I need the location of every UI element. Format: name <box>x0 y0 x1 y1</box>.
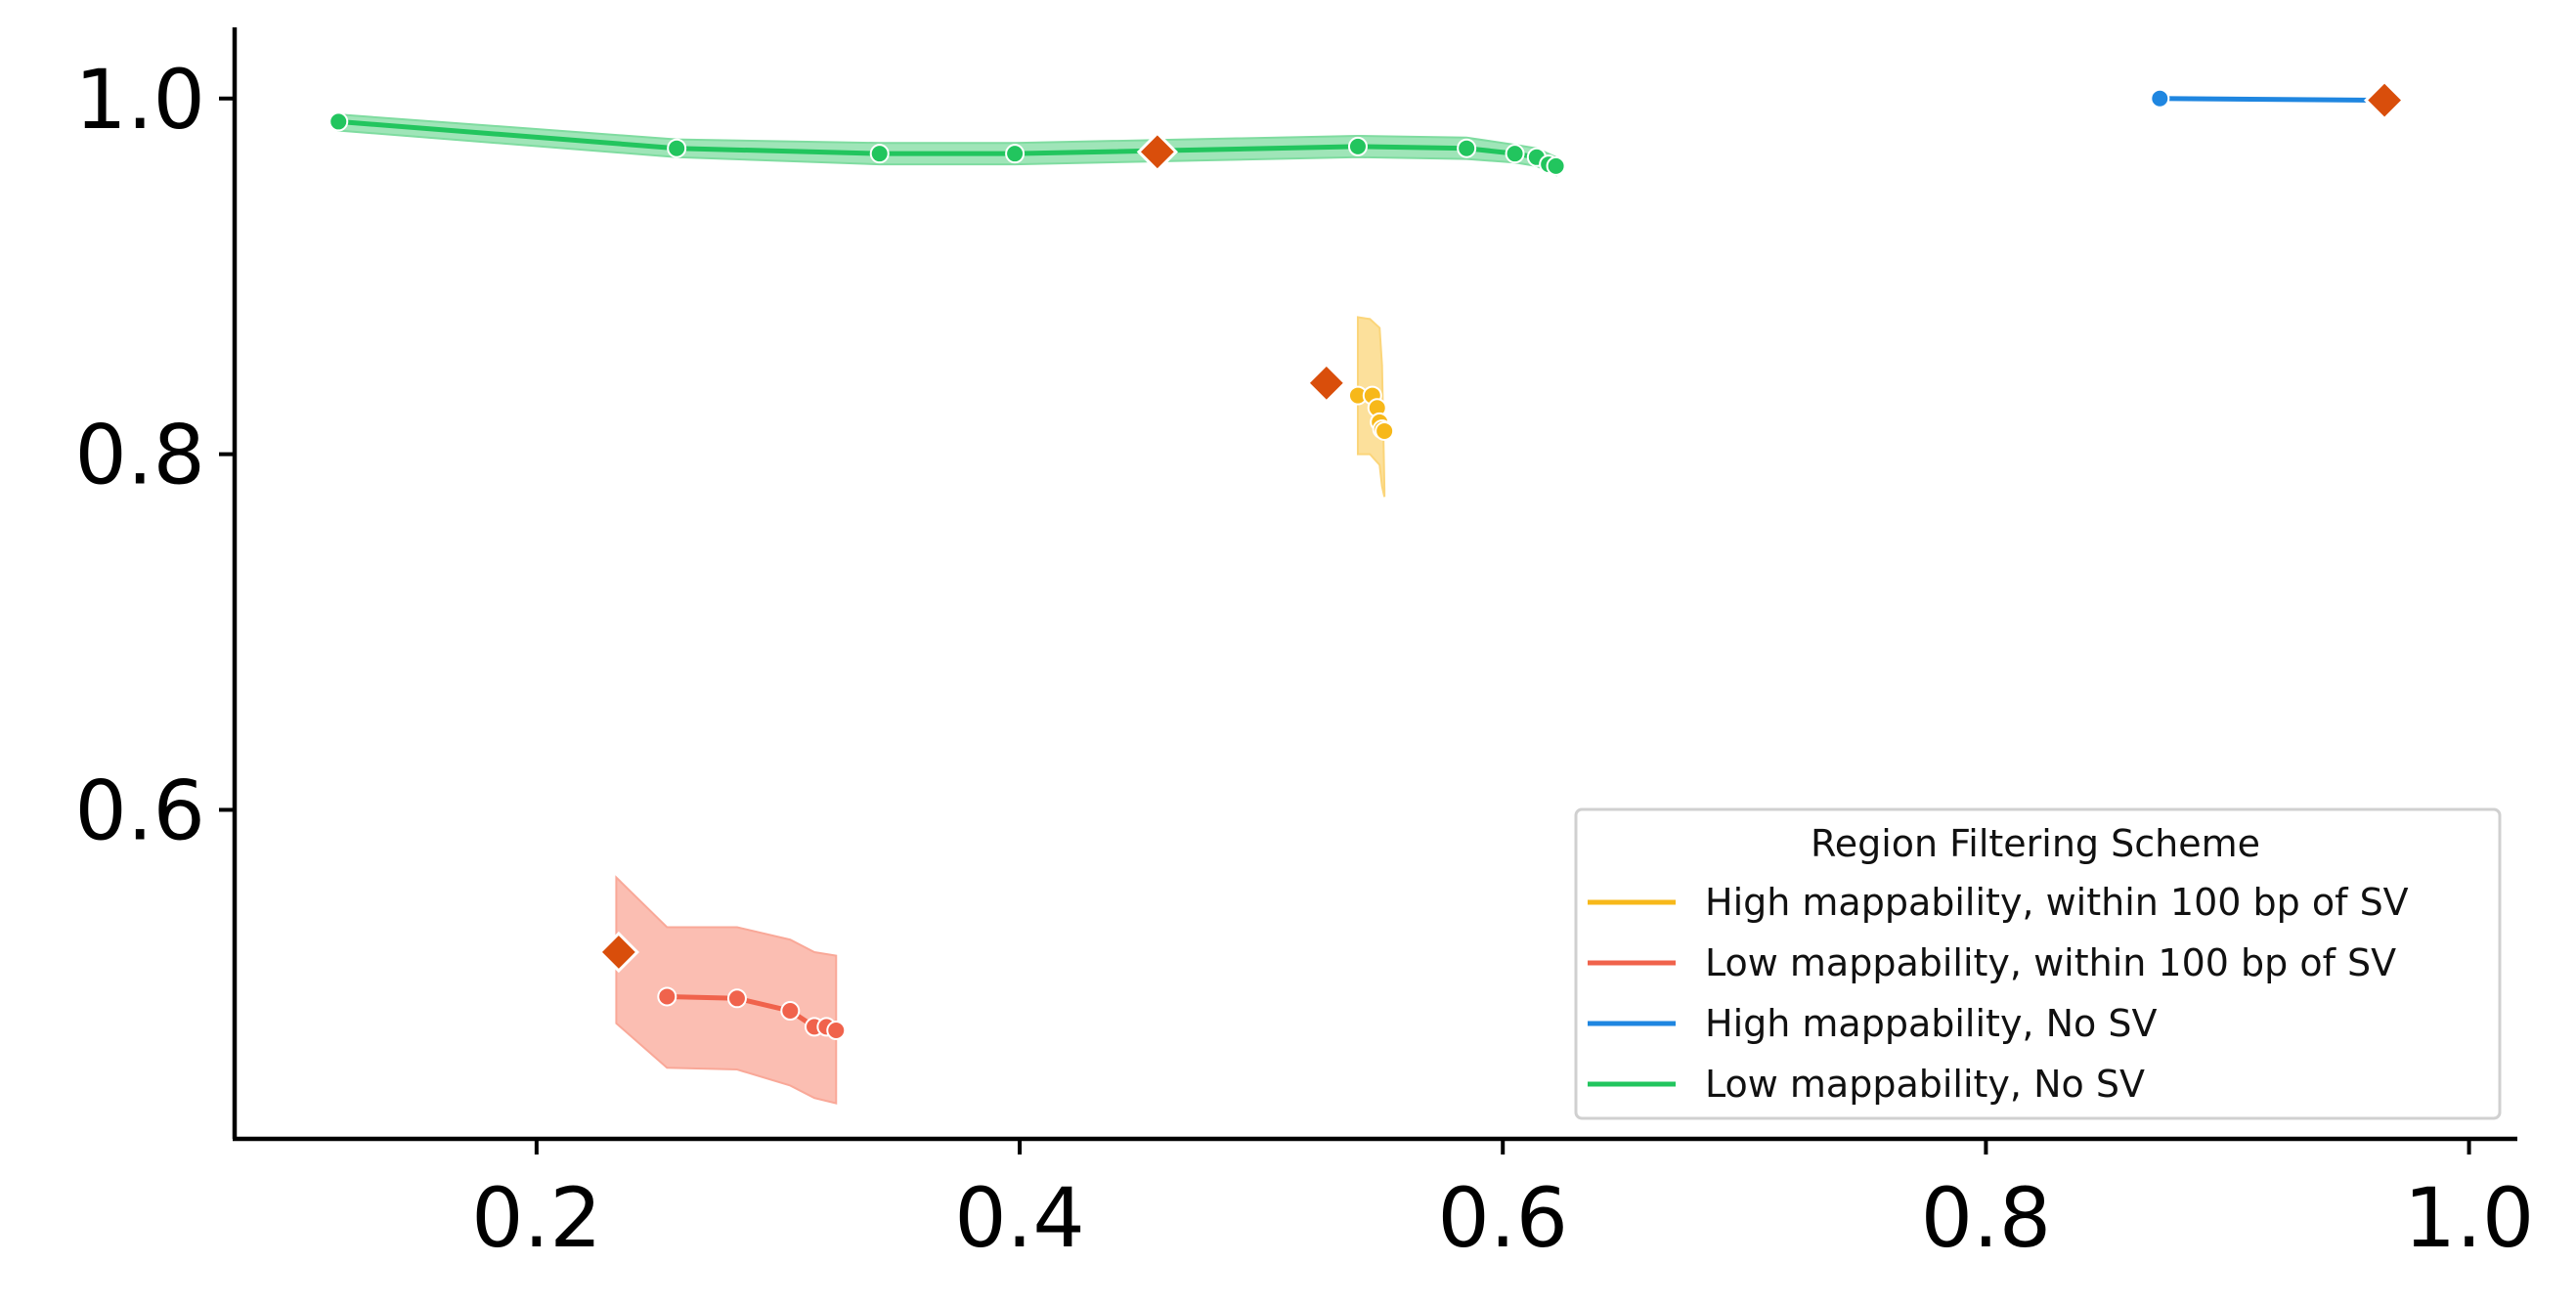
point-low-mappability-no-sv-2 <box>869 144 890 164</box>
highlight-marker-high-mappability-no-sv <box>2363 79 2406 121</box>
point-low-mappability-within-100-bp-of-sv-1 <box>726 988 747 1009</box>
point-low-mappability-no-sv-4 <box>1347 136 1368 156</box>
highlight-marker-low-mappability-no-sv <box>1136 131 1179 173</box>
legend: Region Filtering Scheme High mappability,… <box>1574 807 2502 1120</box>
point-high-mappability-no-sv-0 <box>2150 88 2170 109</box>
point-low-mappability-no-sv-5 <box>1457 138 1477 158</box>
legend-title: Region Filtering Scheme <box>1811 822 2260 865</box>
y-tick-label: 1.0 <box>74 52 205 148</box>
band-low-mappability-within-100-bp-of-sv <box>615 875 838 1105</box>
point-low-mappability-within-100-bp-of-sv-2 <box>780 1001 801 1022</box>
point-low-mappability-within-100-bp-of-sv-5 <box>826 1021 847 1041</box>
point-high-mappability-within-100-bp-of-sv-5 <box>1375 420 1395 441</box>
point-low-mappability-within-100-bp-of-sv-0 <box>657 986 677 1007</box>
y-tick-label: 0.6 <box>74 762 205 858</box>
confidence-bands <box>337 113 1557 1105</box>
x-tick-label: 0.8 <box>1921 1170 2052 1266</box>
point-low-mappability-no-sv-9 <box>1546 155 1566 176</box>
series-points <box>328 88 2395 1041</box>
axes: 0.2 0.4 0.6 0.8 1.0 0.6 0.8 1.0 <box>74 27 2534 1266</box>
y-tick-label: 0.8 <box>74 408 205 503</box>
point-low-mappability-no-sv-0 <box>328 111 349 132</box>
x-tick-label: 1.0 <box>2404 1170 2535 1266</box>
point-low-mappability-no-sv-1 <box>667 138 687 158</box>
highlight-marker-high-mappability-within-100-bp-of-sv <box>1305 362 1347 404</box>
legend-label: High mappability, No SV <box>1705 1002 2157 1045</box>
highlight-marker-low-mappability-within-100-bp-of-sv <box>597 931 639 974</box>
x-tick-label: 0.2 <box>471 1170 602 1266</box>
highlight-markers <box>597 79 2406 974</box>
legend-label: Low mappability, within 100 bp of SV <box>1705 941 2396 984</box>
x-tick-label: 0.6 <box>1437 1170 1568 1266</box>
x-tick-label: 0.4 <box>954 1170 1085 1266</box>
legend-box <box>1574 807 2502 1120</box>
legend-label: Low mappability, No SV <box>1705 1063 2145 1106</box>
line-high-mappability-no-sv <box>2157 96 2387 104</box>
point-low-mappability-no-sv-6 <box>1505 144 1525 164</box>
point-low-mappability-no-sv-3 <box>1005 144 1026 164</box>
legend-label: High mappability, within 100 bp of SV <box>1705 881 2409 924</box>
